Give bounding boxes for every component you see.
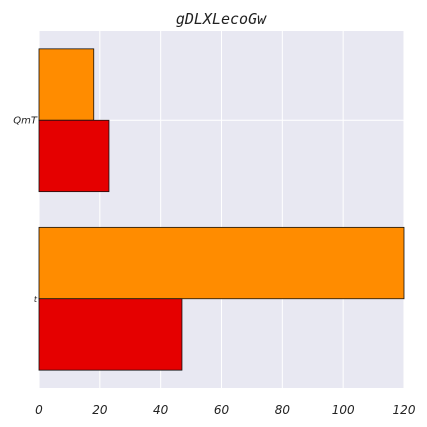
bar (38, 48, 95, 121)
y-tick-label: QmT (13, 115, 38, 126)
x-tick-label: 100 (332, 403, 355, 417)
y-tick-label: t (34, 295, 38, 304)
bars (38, 48, 405, 371)
x-tick-label: 20 (92, 403, 108, 417)
bar (38, 226, 405, 300)
x-tick-label: 40 (153, 403, 169, 417)
x-tick-label: 120 (393, 403, 416, 417)
chart-title: gDLXLecoGw (176, 10, 267, 28)
x-tick-label: 60 (214, 403, 230, 417)
x-tick-label: 0 (35, 403, 43, 417)
y-axis-ticks: QmT t (13, 115, 38, 304)
x-axis-ticks: 0 20 40 60 80 100 120 (35, 403, 416, 417)
x-tick-label: 80 (275, 403, 291, 417)
bar (38, 119, 110, 193)
bar (38, 298, 183, 371)
